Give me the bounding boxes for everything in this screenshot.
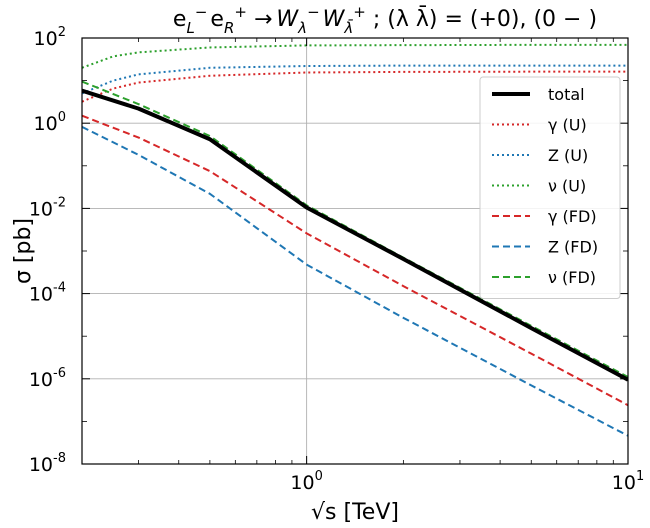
legend-label: ν (FD): [548, 268, 596, 287]
series-line-γ-fd: [82, 114, 628, 407]
series-line-z-fd: [82, 125, 628, 437]
y-tick-label: 10-8: [29, 451, 66, 476]
y-tick-label: 10-4: [29, 281, 66, 306]
legend-label: total: [548, 85, 585, 104]
y-tick-label: 102: [34, 25, 66, 50]
ticks: 100 101 102 100 10-2 10-4 10-6 10-8: [29, 25, 644, 494]
legend: total γ (U) Z (U) ν (U) γ (FD) Z (FD) ν (FD): [479, 76, 621, 299]
series-line-z-u: [82, 64, 628, 95]
series-lines: [82, 43, 628, 437]
series-line-ν-u: [82, 43, 628, 69]
legend-label: ν (U): [548, 177, 586, 196]
x-tick-label: 101: [612, 469, 644, 494]
x-axis-label: √s [TeV]: [311, 500, 399, 525]
y-tick-label: 100: [34, 110, 66, 135]
legend-label: Z (U): [548, 146, 588, 165]
y-tick-label: 10-2: [29, 195, 66, 220]
y-tick-label: 10-6: [29, 366, 66, 391]
x-tick-label: 100: [290, 469, 322, 494]
series-line-γ-u: [82, 70, 628, 103]
chart-title: eL− eR+ → Wλ− Wλ̄+ ; (λ λ̄) = (+0), (0 − ): [173, 3, 597, 37]
legend-label: γ (FD): [548, 207, 597, 226]
legend-label: Z (FD): [548, 238, 598, 257]
legend-label: γ (U): [548, 116, 587, 135]
legend-box: [479, 76, 621, 299]
y-axis-label: σ [pb]: [11, 218, 36, 284]
series-line-total: [82, 88, 628, 382]
